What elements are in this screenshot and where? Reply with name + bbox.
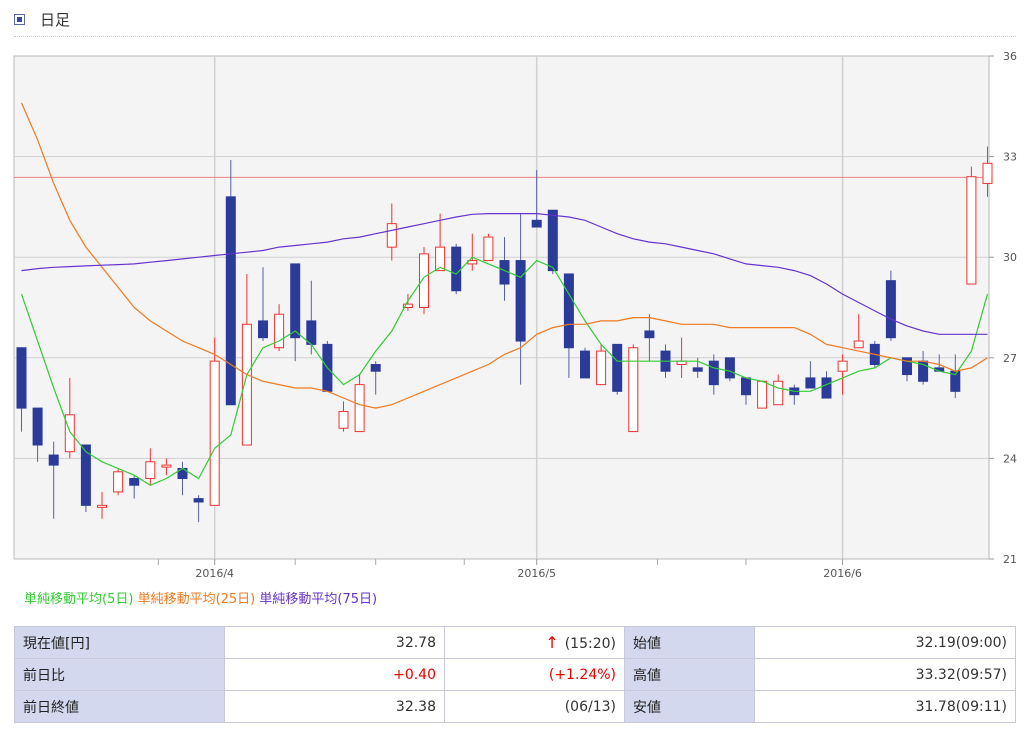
candle-body <box>113 471 124 493</box>
ma-line <box>21 213 988 335</box>
low-value: 31.78(09:11) <box>754 690 1016 723</box>
candle-body <box>902 357 912 376</box>
legend-ma5: 単純移動平均(5日) <box>24 592 134 607</box>
current-price-value: 32.78 <box>224 626 445 659</box>
candle-body <box>338 410 349 429</box>
candle-body <box>805 377 816 389</box>
candle-body <box>209 360 220 506</box>
x-tick-label: 2016/4 <box>195 567 234 580</box>
y-axis-ticks: 21 24 27 30 33 36 <box>989 50 1017 566</box>
up-arrow-icon: ↑ <box>545 633 559 652</box>
candle-body <box>80 444 91 506</box>
candle-body <box>451 246 462 292</box>
legend-ma75: 単純移動平均(75日) <box>259 592 378 607</box>
candle-body <box>966 176 977 285</box>
legend-ma25: 単純移動平均(25日) <box>137 592 256 607</box>
candle-body <box>32 407 43 446</box>
candle-body <box>241 323 252 446</box>
high-value: 33.32(09:57) <box>754 658 1016 691</box>
candlestick-chart: 21 24 27 30 33 36 2016/4 2016/5 2016/6 <box>13 50 1017 580</box>
square-icon <box>14 14 25 25</box>
candle-body <box>612 343 623 392</box>
candle-body <box>483 236 494 262</box>
prev-close-value: 32.38 <box>224 690 445 723</box>
candle-body <box>290 263 301 339</box>
high-label: 高値 <box>624 658 755 691</box>
y-tick-label: 24 <box>1003 452 1017 465</box>
chart-header: 日足 <box>14 10 1016 37</box>
candle-body <box>386 223 397 248</box>
candle-body <box>274 313 285 349</box>
open-value: 32.19(09:00) <box>754 626 1016 659</box>
plot-area <box>13 55 990 560</box>
prev-close-date: (06/13) <box>444 690 625 723</box>
prev-close-label: 前日終値 <box>14 690 225 723</box>
candle-body <box>258 320 268 339</box>
candle-body <box>354 384 365 433</box>
x-tick-label: 2016/5 <box>517 567 556 580</box>
current-price-label: 現在値[円] <box>14 626 225 659</box>
candles <box>16 146 993 523</box>
x-axis-ticks: 2016/4 2016/5 2016/6 <box>157 559 862 580</box>
candle-body <box>64 414 75 453</box>
table-row: 現在値[円] 32.78 ↑ (15:20) 始値 32.19(09:00) <box>14 626 1016 659</box>
chart-legend: 単純移動平均(5日) 単純移動平均(25日) 単純移動平均(75日) <box>24 591 377 609</box>
y-tick-label: 30 <box>1003 251 1017 264</box>
y-tick-label: 21 <box>1003 553 1017 566</box>
x-tick-label: 2016/6 <box>823 567 862 580</box>
candle-body <box>547 209 558 272</box>
candle-body <box>161 464 172 468</box>
candle-body <box>821 377 832 399</box>
moving-average-lines <box>20 102 989 486</box>
candle-body <box>515 260 526 342</box>
candle-body <box>129 478 140 486</box>
current-price-time-text: (15:20) <box>564 636 616 652</box>
y-tick-label: 33 <box>1003 151 1017 164</box>
chart-title: 日足 <box>40 11 71 29</box>
table-row: 前日終値 32.38 (06/13) 安値 31.78(09:11) <box>14 690 1016 723</box>
candle-body <box>757 380 768 409</box>
candle-body <box>531 219 542 228</box>
candle-body <box>708 360 719 386</box>
change-label: 前日比 <box>14 658 225 691</box>
change-percent: (+1.24%) <box>444 658 625 691</box>
candle-body <box>644 330 655 339</box>
candle-body <box>306 320 317 345</box>
candle-body <box>773 380 784 406</box>
ma-line <box>20 102 988 409</box>
candle-body <box>982 162 993 184</box>
candle-body <box>435 246 446 272</box>
candle-body <box>16 347 27 409</box>
candle-body <box>402 303 413 309</box>
candle-body <box>370 364 381 372</box>
candle-body <box>724 357 735 379</box>
candle-body <box>628 347 639 433</box>
candle-body <box>419 253 429 308</box>
open-label: 始値 <box>624 626 755 659</box>
candle-body <box>692 367 703 372</box>
candle-body <box>563 273 574 349</box>
candle-body <box>97 504 107 508</box>
table-row: 前日比 +0.40 (+1.24%) 高値 33.32(09:57) <box>14 658 1016 691</box>
candle-body <box>193 498 204 503</box>
candle-body <box>145 461 156 480</box>
y-tick-label: 27 <box>1003 352 1017 365</box>
candle-body <box>741 377 751 396</box>
candle-body <box>48 454 59 466</box>
candle-body <box>853 340 864 349</box>
candle-body <box>885 280 896 339</box>
change-value: +0.40 <box>224 658 445 691</box>
low-label: 安値 <box>624 690 755 723</box>
current-price-time: ↑ (15:20) <box>444 626 625 659</box>
candle-body <box>580 350 590 379</box>
y-tick-label: 36 <box>1003 50 1017 63</box>
candle-body <box>225 196 236 406</box>
grid-lines <box>14 56 989 559</box>
candle-body <box>596 350 607 386</box>
candle-body <box>837 360 848 372</box>
ma-line <box>20 256 989 486</box>
quote-table: 現在値[円] 32.78 ↑ (15:20) 始値 32.19(09:00) 前日… <box>14 626 1016 723</box>
